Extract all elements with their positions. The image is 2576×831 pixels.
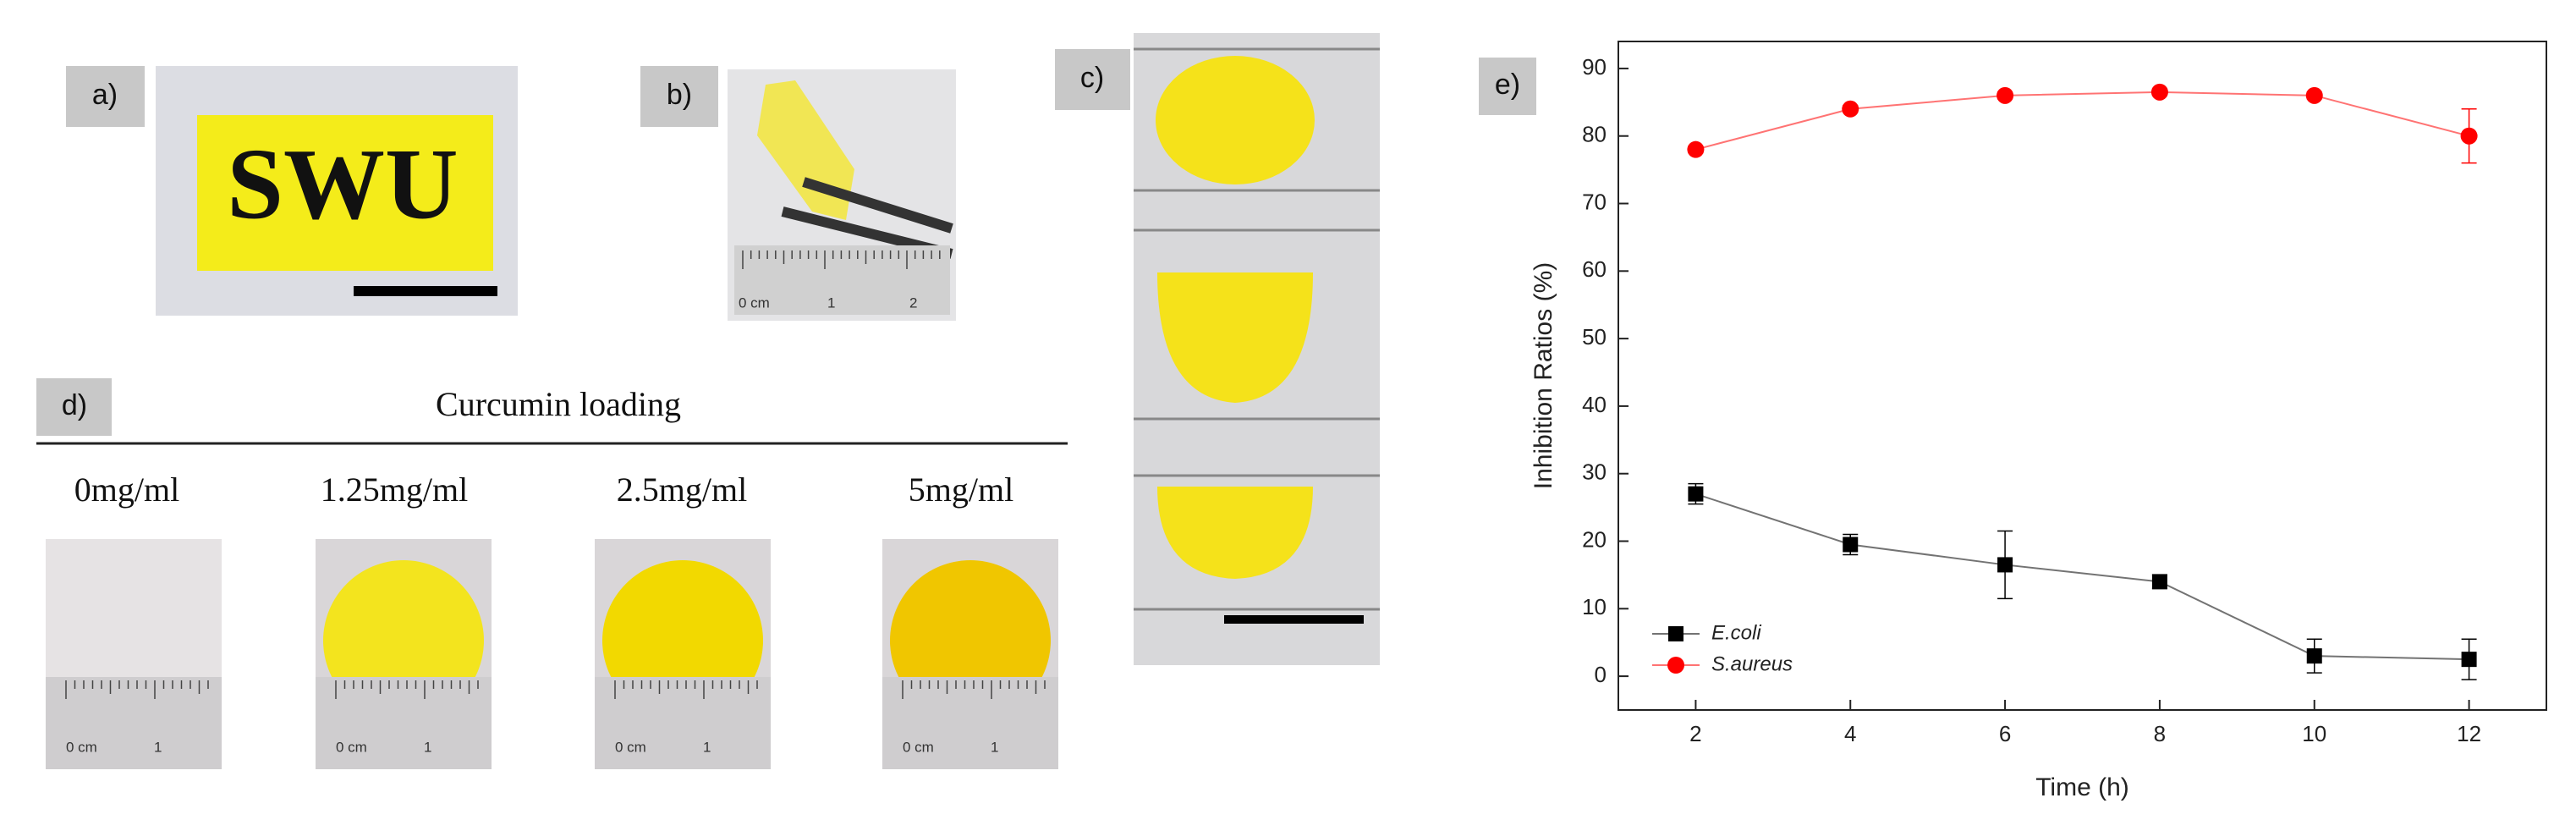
y-axis-title: Inhibition Ratios (%) <box>1530 262 1557 489</box>
sample-label: 2.5mg/ml <box>617 471 747 509</box>
legend-marker <box>1668 626 1683 641</box>
ruler-label: 0 cm <box>903 739 934 755</box>
marker <box>1997 557 2013 573</box>
chart: 0 10 20 30 40 50 60 70 80 90 2 4 6 8 10 12 Time (h) Inhib… <box>1530 41 2547 801</box>
y-tick-label: 10 <box>1582 594 1607 619</box>
y-tick-label: 0 <box>1595 662 1607 687</box>
x-axis-title: Time (h) <box>2035 773 2129 801</box>
sample-label: 5mg/ml <box>909 471 1013 509</box>
marker <box>2461 652 2477 668</box>
ruler-label: 1 <box>827 294 835 311</box>
ruler-label: 2 <box>909 294 917 311</box>
ruler-label: 0 cm <box>66 739 97 755</box>
sample-label: 0mg/ml <box>74 471 179 509</box>
ruler-label: 1 <box>991 739 998 755</box>
ruler <box>46 677 222 769</box>
legend-label: E.coli <box>1711 621 1761 644</box>
panel-label: d) <box>62 389 87 421</box>
marker <box>1688 486 1704 502</box>
panel-label-box <box>1479 58 1536 115</box>
panel-label: e) <box>1495 69 1520 101</box>
disc <box>1157 272 1313 403</box>
disc <box>1157 487 1313 579</box>
ruler-label: 0 cm <box>739 294 770 311</box>
photo-lines <box>1134 47 1380 611</box>
marker <box>1842 100 1859 118</box>
ruler <box>316 677 492 769</box>
film <box>197 115 493 271</box>
x-tick-label: 10 <box>2302 721 2326 746</box>
panel-label: b) <box>667 79 692 111</box>
ruler-label: 1 <box>703 739 711 755</box>
series-line <box>1695 91 2469 151</box>
x-tick-label: 12 <box>2457 721 2481 746</box>
legend-label: S.aureus <box>1711 652 1793 675</box>
marker <box>2305 86 2323 104</box>
y-tick-label: 60 <box>1582 256 1607 282</box>
ruler-label: 0 cm <box>615 739 646 755</box>
tweezer <box>802 177 953 234</box>
plot-frame <box>1618 41 2547 711</box>
section-title: Curcumin loading <box>436 385 681 423</box>
ruler-label: 1 <box>424 739 431 755</box>
y-tick-label: 90 <box>1582 54 1607 80</box>
ruler <box>595 677 771 769</box>
panel-label-box <box>1055 49 1130 110</box>
y-tick-label: 70 <box>1582 189 1607 214</box>
marker <box>1843 537 1859 553</box>
panel-label-box <box>66 66 145 127</box>
y-tick-label: 40 <box>1582 392 1607 417</box>
marker <box>2151 574 2167 590</box>
sample-label: 1.25mg/ml <box>321 471 468 509</box>
film-text: SWU <box>227 128 458 240</box>
marker <box>2306 648 2322 664</box>
marker <box>2460 127 2478 145</box>
legend-marker <box>1667 657 1684 674</box>
y-tick-label: 50 <box>1582 324 1607 349</box>
panel-label: a) <box>92 79 118 111</box>
disc <box>1156 56 1315 184</box>
ruler-label: 1 <box>154 739 162 755</box>
x-tick-label: 6 <box>1999 721 2011 746</box>
panel-label-box <box>640 66 718 127</box>
ruler <box>882 677 1058 769</box>
scale-bar <box>1224 615 1364 624</box>
panel-label: c) <box>1080 62 1104 94</box>
x-tick-label: 4 <box>1844 721 1856 746</box>
y-tick-label: 20 <box>1582 526 1607 552</box>
panel-label-box <box>36 378 112 436</box>
marker <box>1687 140 1705 158</box>
ruler-label: 0 cm <box>336 739 367 755</box>
series-line <box>1695 493 2469 661</box>
ruler <box>734 245 950 315</box>
y-tick-label: 30 <box>1582 460 1607 485</box>
y-tick-label: 80 <box>1582 122 1607 147</box>
x-tick-label: 2 <box>1689 721 1701 746</box>
x-tick-label: 8 <box>2154 721 2166 746</box>
scale-bar <box>354 286 497 296</box>
marker <box>2150 83 2168 101</box>
marker <box>1997 86 2014 104</box>
